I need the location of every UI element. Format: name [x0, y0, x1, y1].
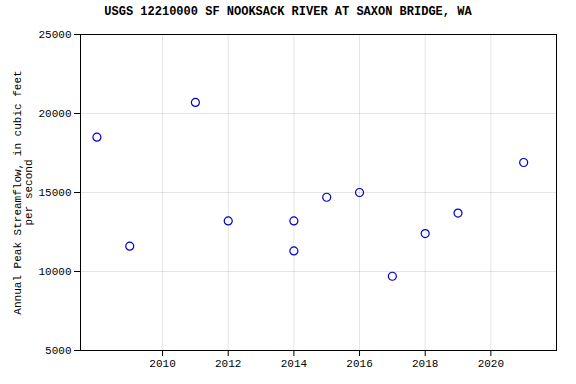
svg-text:Annual Peak Streamflow, in cub: Annual Peak Streamflow, in cubic feetper…: [12, 70, 35, 314]
svg-text:2012: 2012: [215, 358, 241, 370]
svg-text:2010: 2010: [149, 358, 175, 370]
svg-text:20000: 20000: [38, 108, 71, 120]
svg-text:15000: 15000: [38, 187, 71, 199]
svg-text:2014: 2014: [281, 358, 308, 370]
svg-text:5000: 5000: [45, 345, 71, 357]
svg-text:2020: 2020: [478, 358, 504, 370]
svg-text:10000: 10000: [38, 266, 71, 278]
svg-text:25000: 25000: [38, 29, 71, 41]
svg-text:2016: 2016: [346, 358, 372, 370]
svg-text:2018: 2018: [412, 358, 438, 370]
html-text:USGS 12210000 SF NOOKSACK RIVE: USGS 12210000 SF NOOKSACK RIVER AT SAXON…: [104, 5, 472, 19]
